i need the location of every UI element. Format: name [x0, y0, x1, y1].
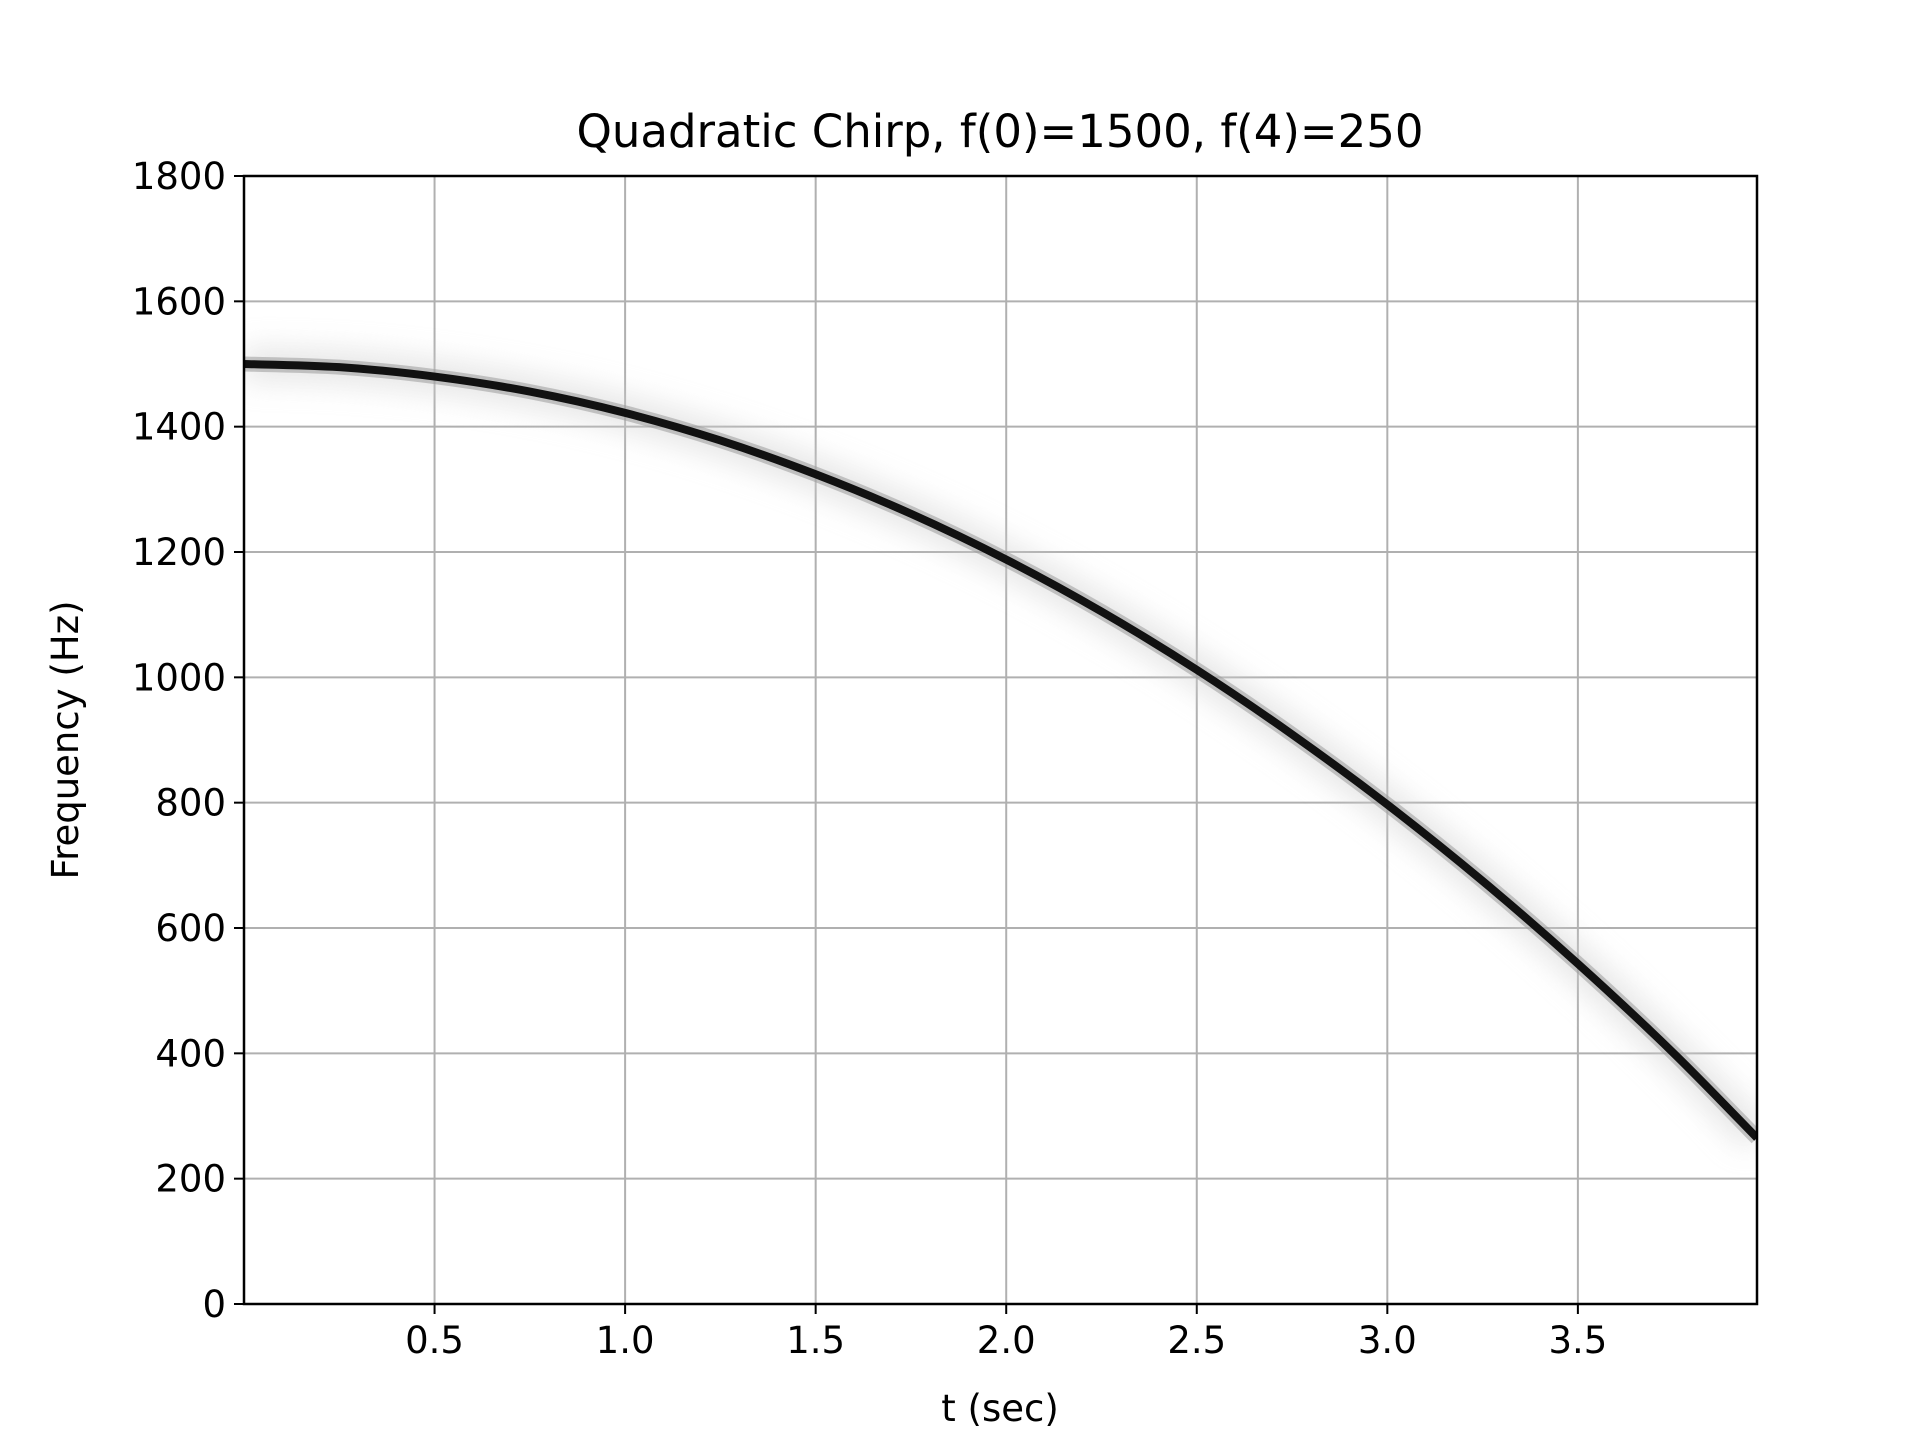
x-axis-ticks: 0.5 1.0 1.5 2.0 2.5 3.0 3.5 [405, 1304, 1607, 1362]
x-tick-label: 3.0 [1358, 1319, 1417, 1362]
x-tick-label: 0.5 [405, 1319, 464, 1362]
y-tick-label: 1600 [132, 280, 226, 323]
chart-title: Quadratic Chirp, f(0)=1500, f(4)=250 [576, 105, 1423, 158]
y-tick-label: 0 [202, 1283, 226, 1326]
y-axis-ticks: 0 200 400 600 800 1000 1200 1400 1600 1800 [132, 155, 244, 1326]
x-tick-label: 1.5 [786, 1319, 845, 1362]
y-tick-label: 1800 [132, 155, 226, 198]
y-tick-label: 600 [155, 907, 226, 950]
plot-area [244, 176, 1757, 1304]
y-tick-label: 1200 [132, 531, 226, 574]
spectrogram-ridge [244, 347, 1757, 1150]
y-tick-label: 400 [155, 1032, 226, 1075]
x-tick-label: 3.5 [1548, 1319, 1607, 1362]
ridge-line [244, 360, 1757, 1141]
x-tick-label: 2.5 [1167, 1319, 1226, 1362]
plot-frame [242, 174, 1759, 1306]
y-tick-label: 800 [155, 782, 226, 825]
y-tick-label: 200 [155, 1158, 226, 1201]
x-tick-label: 2.0 [977, 1319, 1036, 1362]
y-tick-label: 1000 [132, 656, 226, 699]
x-tick-label: 1.0 [596, 1319, 655, 1362]
y-axis-label: Frequency (Hz) [44, 600, 87, 879]
y-tick-label: 1400 [132, 406, 226, 449]
x-axis-label: t (sec) [941, 1387, 1059, 1430]
